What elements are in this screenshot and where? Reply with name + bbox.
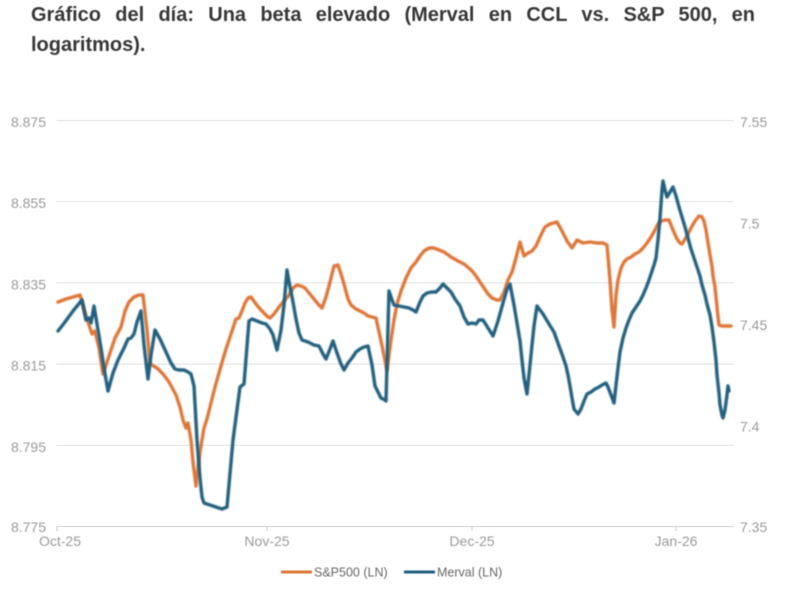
svg-text:7.35: 7.35 [740, 519, 767, 535]
svg-text:8.795: 8.795 [11, 439, 46, 455]
svg-text:7.5: 7.5 [740, 216, 760, 232]
svg-text:8.775: 8.775 [11, 519, 46, 535]
svg-text:8.815: 8.815 [11, 358, 46, 374]
svg-text:Dec-25: Dec-25 [449, 533, 494, 549]
svg-text:Nov-25: Nov-25 [244, 533, 289, 549]
svg-text:8.855: 8.855 [11, 195, 46, 211]
svg-text:7.55: 7.55 [740, 114, 767, 130]
svg-text:Jan-26: Jan-26 [655, 533, 698, 549]
svg-text:8.875: 8.875 [11, 114, 46, 130]
svg-text:Oct-25: Oct-25 [39, 533, 81, 549]
svg-text:7.4: 7.4 [740, 419, 760, 435]
svg-text:8.835: 8.835 [11, 276, 46, 292]
svg-text:S&P500 (LN): S&P500 (LN) [314, 566, 388, 580]
svg-text:7.45: 7.45 [740, 317, 767, 333]
svg-text:Merval (LN): Merval (LN) [437, 566, 502, 580]
